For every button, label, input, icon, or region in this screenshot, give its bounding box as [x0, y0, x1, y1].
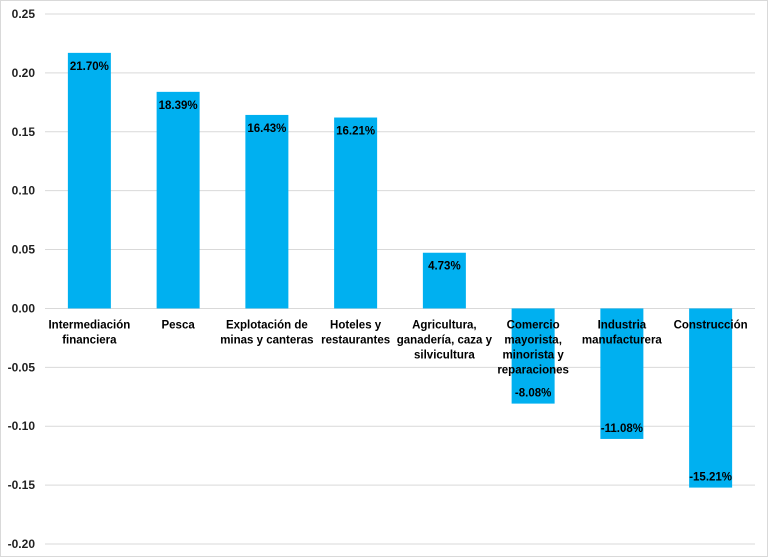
y-tick-label: 0.15 [12, 125, 36, 139]
y-tick-label: 0.25 [12, 7, 36, 21]
category-label: Explotación de minas y canteras [220, 319, 313, 346]
y-tick-label: -0.10 [8, 419, 36, 433]
y-tick-label: -0.15 [8, 478, 36, 492]
category-label: Pesca [161, 319, 195, 331]
data-label: 18.39% [159, 100, 198, 112]
data-label: -11.08% [601, 423, 643, 435]
data-label: 16.21% [336, 126, 375, 138]
y-tick-label: -0.05 [8, 360, 36, 374]
category-label: Construcción [674, 319, 748, 331]
data-label: -8.08% [515, 388, 551, 400]
bar [689, 308, 733, 488]
y-tick-label: -0.20 [8, 537, 36, 551]
bar [67, 52, 111, 309]
category-label: Agricultura, ganadería, caza y silvicultur… [397, 319, 493, 361]
data-label: 21.70% [70, 61, 109, 73]
category-label: Comercio mayorista, minorista y reparacione… [497, 319, 569, 376]
bar [511, 308, 555, 404]
category-label: Intermediación financiera [48, 319, 130, 346]
data-label: 16.43% [247, 123, 286, 135]
y-tick-label: 0.10 [12, 184, 36, 198]
y-tick-label: 0.00 [12, 301, 36, 315]
bar [156, 91, 200, 309]
data-label: 4.73% [428, 261, 461, 273]
y-tick-label: 0.20 [12, 66, 36, 80]
bar [334, 117, 378, 309]
bar [600, 308, 644, 439]
data-label: -15.21% [689, 472, 732, 484]
bar [422, 252, 466, 309]
bar [245, 114, 289, 309]
category-label: Industria manufacturera [582, 319, 662, 346]
y-tick-label: 0.05 [12, 243, 36, 257]
category-label: Hoteles y restaurantes [321, 319, 390, 346]
